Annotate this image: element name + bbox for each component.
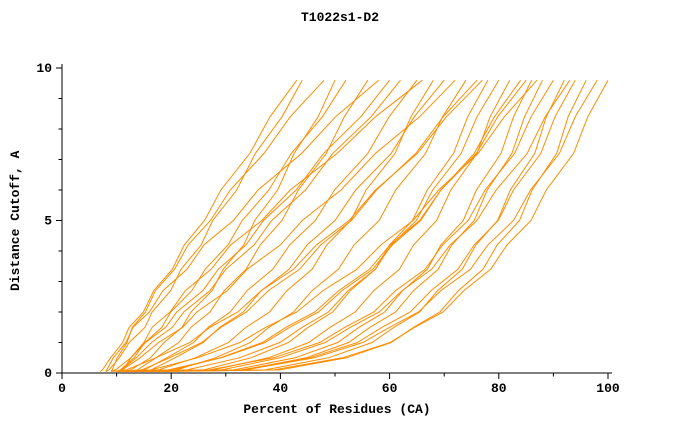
model-curve bbox=[132, 79, 418, 372]
model-curve bbox=[154, 79, 587, 372]
model-curve bbox=[99, 79, 298, 372]
x-tick-label: 0 bbox=[58, 381, 66, 396]
model-curve bbox=[105, 79, 380, 372]
model-curve bbox=[122, 79, 336, 372]
x-tick-label: 100 bbox=[596, 381, 620, 396]
model-curve bbox=[138, 79, 511, 372]
model-curve bbox=[127, 79, 369, 372]
model-curve bbox=[127, 79, 478, 372]
x-axis-label: Percent of Residues (CA) bbox=[243, 402, 431, 417]
x-tick-label: 80 bbox=[491, 381, 507, 396]
model-curve bbox=[121, 79, 423, 372]
model-curve bbox=[110, 79, 390, 372]
model-curve bbox=[127, 79, 434, 372]
model-curve bbox=[143, 79, 543, 372]
y-tick-label: 0 bbox=[44, 366, 52, 381]
model-curve bbox=[122, 79, 554, 372]
model-curve bbox=[138, 79, 598, 372]
model-curve bbox=[132, 79, 527, 372]
chart-title: T1022s1-D2 bbox=[300, 10, 379, 25]
model-curve bbox=[132, 79, 533, 372]
model-curve bbox=[116, 79, 401, 372]
y-tick-label: 5 bbox=[44, 214, 52, 229]
x-tick-label: 20 bbox=[163, 381, 179, 396]
model-curve bbox=[138, 79, 445, 372]
model-curve bbox=[143, 79, 467, 372]
x-tick-label: 40 bbox=[273, 381, 289, 396]
model-curve bbox=[111, 79, 483, 372]
model-curve bbox=[127, 79, 500, 372]
model-curve bbox=[116, 79, 347, 372]
x-tick-label: 60 bbox=[382, 381, 398, 396]
y-tick-label: 10 bbox=[36, 61, 52, 76]
model-curve bbox=[160, 79, 609, 372]
model-curve bbox=[154, 79, 571, 372]
model-curve bbox=[149, 79, 565, 372]
model-curve bbox=[116, 79, 522, 372]
model-curve bbox=[116, 79, 538, 372]
model-curve bbox=[116, 79, 456, 372]
model-curve bbox=[105, 79, 303, 372]
model-curve bbox=[110, 79, 325, 372]
model-curve bbox=[149, 79, 489, 372]
model-curve bbox=[127, 79, 576, 372]
